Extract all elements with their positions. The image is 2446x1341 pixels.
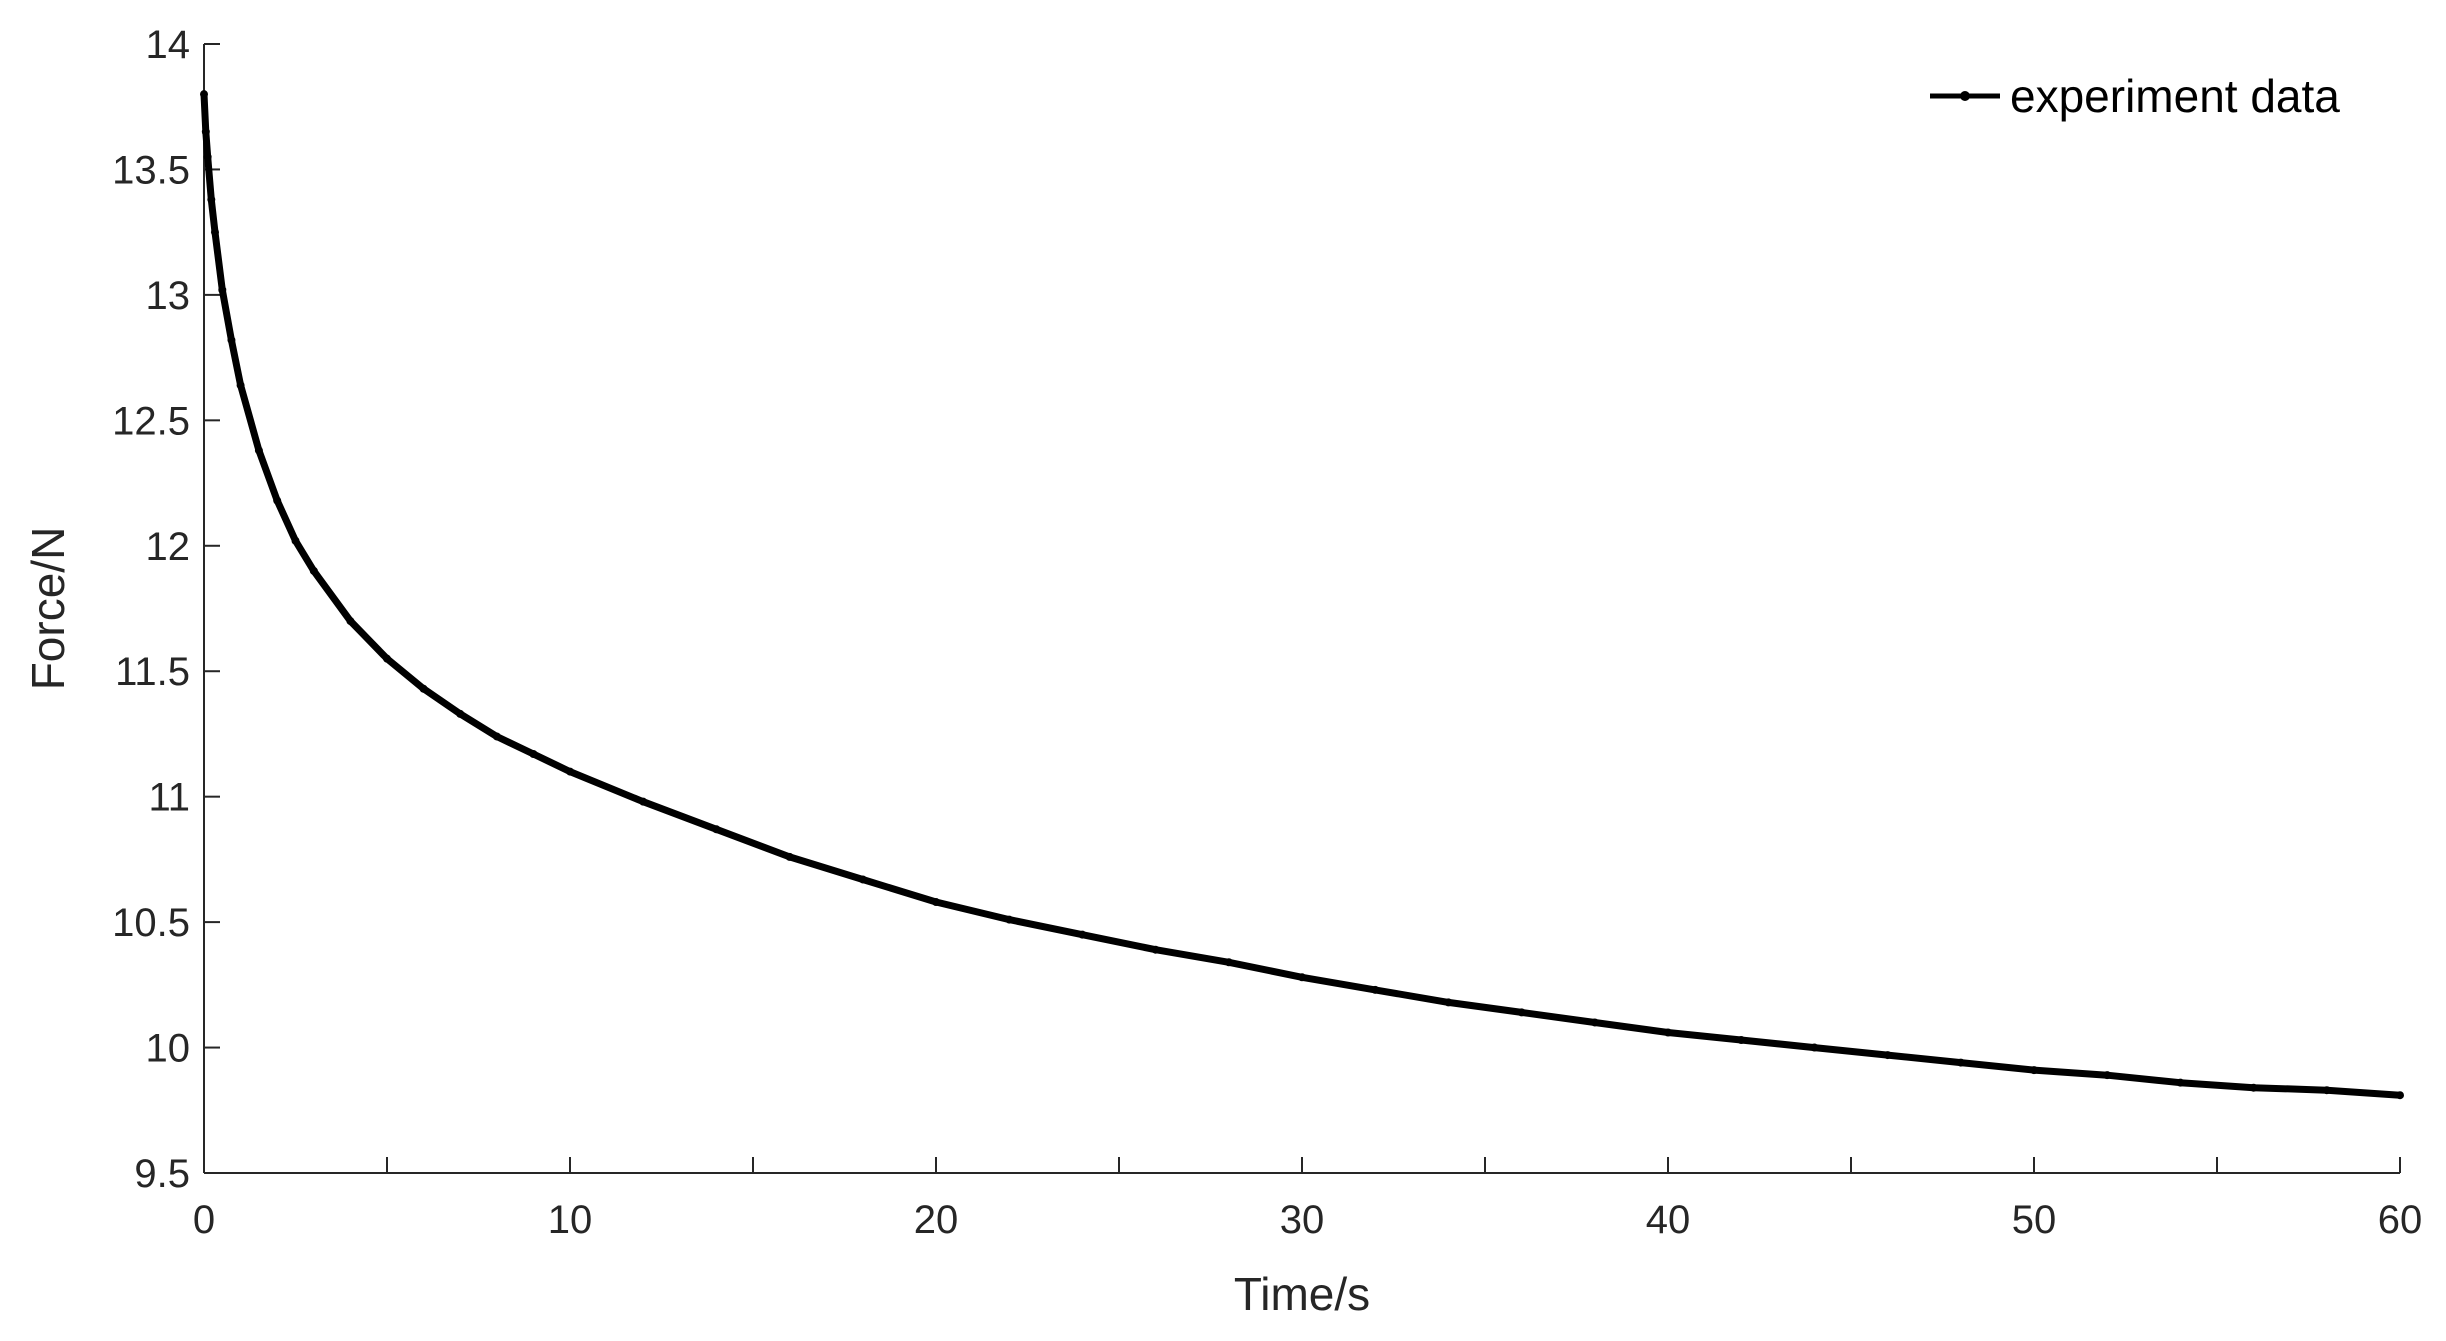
x-tick-label: 40 xyxy=(1646,1198,1691,1242)
data-point xyxy=(419,684,428,693)
y-tick-label: 11 xyxy=(148,776,190,820)
y-tick-label: 14 xyxy=(146,23,191,67)
legend-entry-experiment-data: experiment data xyxy=(2010,70,2340,122)
data-point xyxy=(346,617,355,626)
data-point xyxy=(1005,915,1014,924)
data-point xyxy=(218,285,227,294)
x-tick-label: 20 xyxy=(914,1198,959,1242)
data-point xyxy=(210,228,219,237)
data-point xyxy=(383,654,391,663)
y-tick-label: 12 xyxy=(146,525,191,569)
data-point xyxy=(291,536,300,545)
data-point xyxy=(712,825,721,834)
y-tick-label: 13 xyxy=(146,274,191,318)
data-point xyxy=(785,852,794,861)
y-tick-label: 10 xyxy=(146,1027,191,1071)
data-point xyxy=(858,875,867,884)
data-point xyxy=(456,709,465,718)
data-point xyxy=(254,446,263,455)
x-tick-label: 50 xyxy=(2012,1198,2057,1242)
x-axis-label: Time/s xyxy=(1234,1268,1370,1320)
data-point xyxy=(1371,985,1380,994)
data-point xyxy=(309,566,318,575)
data-point xyxy=(2396,1091,2404,1100)
series-line-0 xyxy=(200,90,2404,1099)
y-tick-label: 11.5 xyxy=(115,650,190,694)
data-point xyxy=(1151,945,1160,954)
data-point xyxy=(1078,930,1087,939)
data-point xyxy=(1444,998,1453,1007)
x-tick-label: 10 xyxy=(548,1198,593,1242)
data-point xyxy=(2103,1071,2112,1080)
data-point xyxy=(1810,1043,1819,1052)
data-point xyxy=(1517,1008,1526,1017)
y-tick-label: 13.5 xyxy=(112,148,190,192)
data-point xyxy=(639,797,648,806)
data-point xyxy=(236,381,245,390)
data-point xyxy=(529,750,538,759)
data-point xyxy=(1664,1028,1672,1037)
data-point xyxy=(566,767,574,776)
data-point xyxy=(1883,1051,1892,1060)
legend: experiment data xyxy=(1930,70,2340,122)
legend-marker xyxy=(1960,91,1970,101)
x-tick-label: 30 xyxy=(1280,1198,1325,1242)
data-point xyxy=(1298,973,1306,982)
y-axis-label: Force/N xyxy=(22,527,74,691)
data-point xyxy=(201,127,210,136)
data-point xyxy=(492,732,501,741)
data-point xyxy=(1224,958,1233,967)
data-point xyxy=(2176,1078,2185,1087)
data-point xyxy=(1956,1058,1965,1067)
data-point xyxy=(2322,1086,2331,1095)
y-tick-label: 12.5 xyxy=(112,399,190,443)
data-point xyxy=(2030,1066,2038,1075)
data-point xyxy=(932,898,940,907)
data-point xyxy=(207,195,216,204)
data-point xyxy=(200,90,208,99)
data-point xyxy=(1590,1018,1599,1027)
y-tick-label: 10.5 xyxy=(112,901,190,945)
data-point xyxy=(273,496,282,505)
series-layer xyxy=(200,90,2404,1100)
data-point xyxy=(2249,1083,2258,1092)
x-tick-label: 60 xyxy=(2378,1198,2423,1242)
data-point xyxy=(227,336,236,345)
x-tick-label: 0 xyxy=(193,1198,215,1242)
y-tick-label: 9.5 xyxy=(134,1152,190,1196)
data-point xyxy=(203,152,212,161)
data-point xyxy=(1737,1036,1746,1045)
axes: 0 10 20 30 40 50 60 9.5 10 10.5 11 11.5 12 12.5 13 13.5… xyxy=(22,23,2422,1320)
